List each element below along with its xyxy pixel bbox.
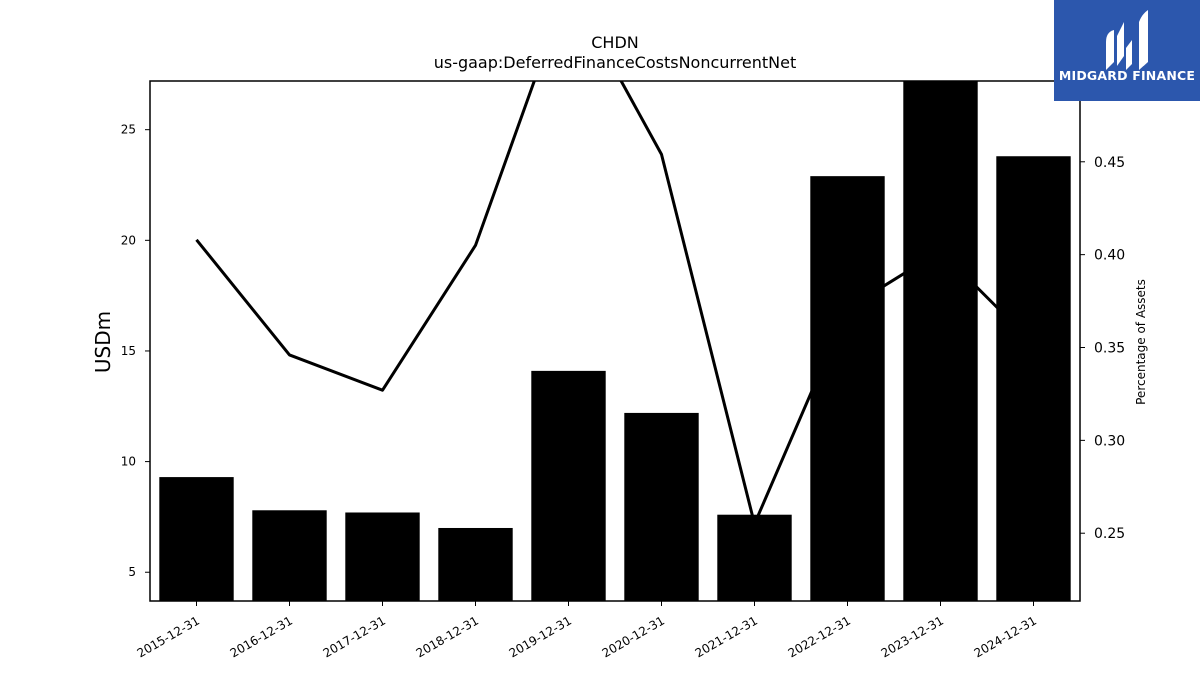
line-layer: [195, 81, 1035, 526]
bar-2015-12-31: [159, 477, 234, 601]
x-tick-label: 2021-12-31: [693, 613, 760, 660]
bar-2020-12-31: [624, 412, 699, 601]
x-tick-label: 2023-12-31: [879, 613, 946, 660]
bar-2021-12-31: [717, 514, 792, 601]
x-tick-label: 2015-12-31: [135, 613, 202, 660]
chart-title: CHDN: [591, 33, 639, 52]
bar-2017-12-31: [345, 512, 420, 601]
bar-2023-12-31: [903, 81, 978, 601]
y2-axis-label: Percentage of Assets: [1134, 279, 1148, 405]
bar-2019-12-31: [531, 370, 606, 601]
y-tick-label: 10: [121, 455, 136, 469]
y-tick-label: 15: [121, 344, 136, 358]
x-tick-label: 2022-12-31: [786, 613, 853, 660]
y-tick-label: 5: [128, 565, 136, 579]
x-tick-label: 2016-12-31: [228, 613, 295, 660]
bar-2022-12-31: [810, 176, 885, 601]
brand-logo: MIDGARD FINANCE: [1054, 0, 1200, 101]
y2-tick-label: 0.25: [1094, 526, 1125, 542]
x-tick-label: 2017-12-31: [321, 613, 388, 660]
y2-tick-label: 0.45: [1094, 155, 1125, 171]
y-tick-label: 20: [121, 233, 136, 247]
plot-frame: [149, 80, 1081, 602]
bar-2016-12-31: [252, 510, 327, 601]
bar-2018-12-31: [438, 527, 513, 601]
brand-logo-text: MIDGARD FINANCE: [1058, 68, 1196, 83]
bars-layer: [159, 81, 1071, 601]
y2-tick-label: 0.35: [1094, 341, 1125, 357]
x-tick-label: 2018-12-31: [414, 613, 481, 660]
x-tick-label: 2019-12-31: [507, 613, 574, 660]
x-tick-label: 2024-12-31: [972, 613, 1039, 660]
brand-mark-icon: [1106, 10, 1148, 70]
x-tick-label: 2020-12-31: [600, 613, 667, 660]
chart-subtitle: us-gaap:DeferredFinanceCostsNoncurrentNe…: [434, 53, 797, 72]
y-tick-label: 25: [121, 123, 136, 137]
bar-2024-12-31: [996, 156, 1071, 601]
y2-tick-label: 0.30: [1094, 433, 1125, 449]
y2-tick-label: 0.40: [1094, 248, 1125, 264]
y-axis-label: USDm: [91, 311, 115, 373]
series-line: [195, 81, 1035, 526]
